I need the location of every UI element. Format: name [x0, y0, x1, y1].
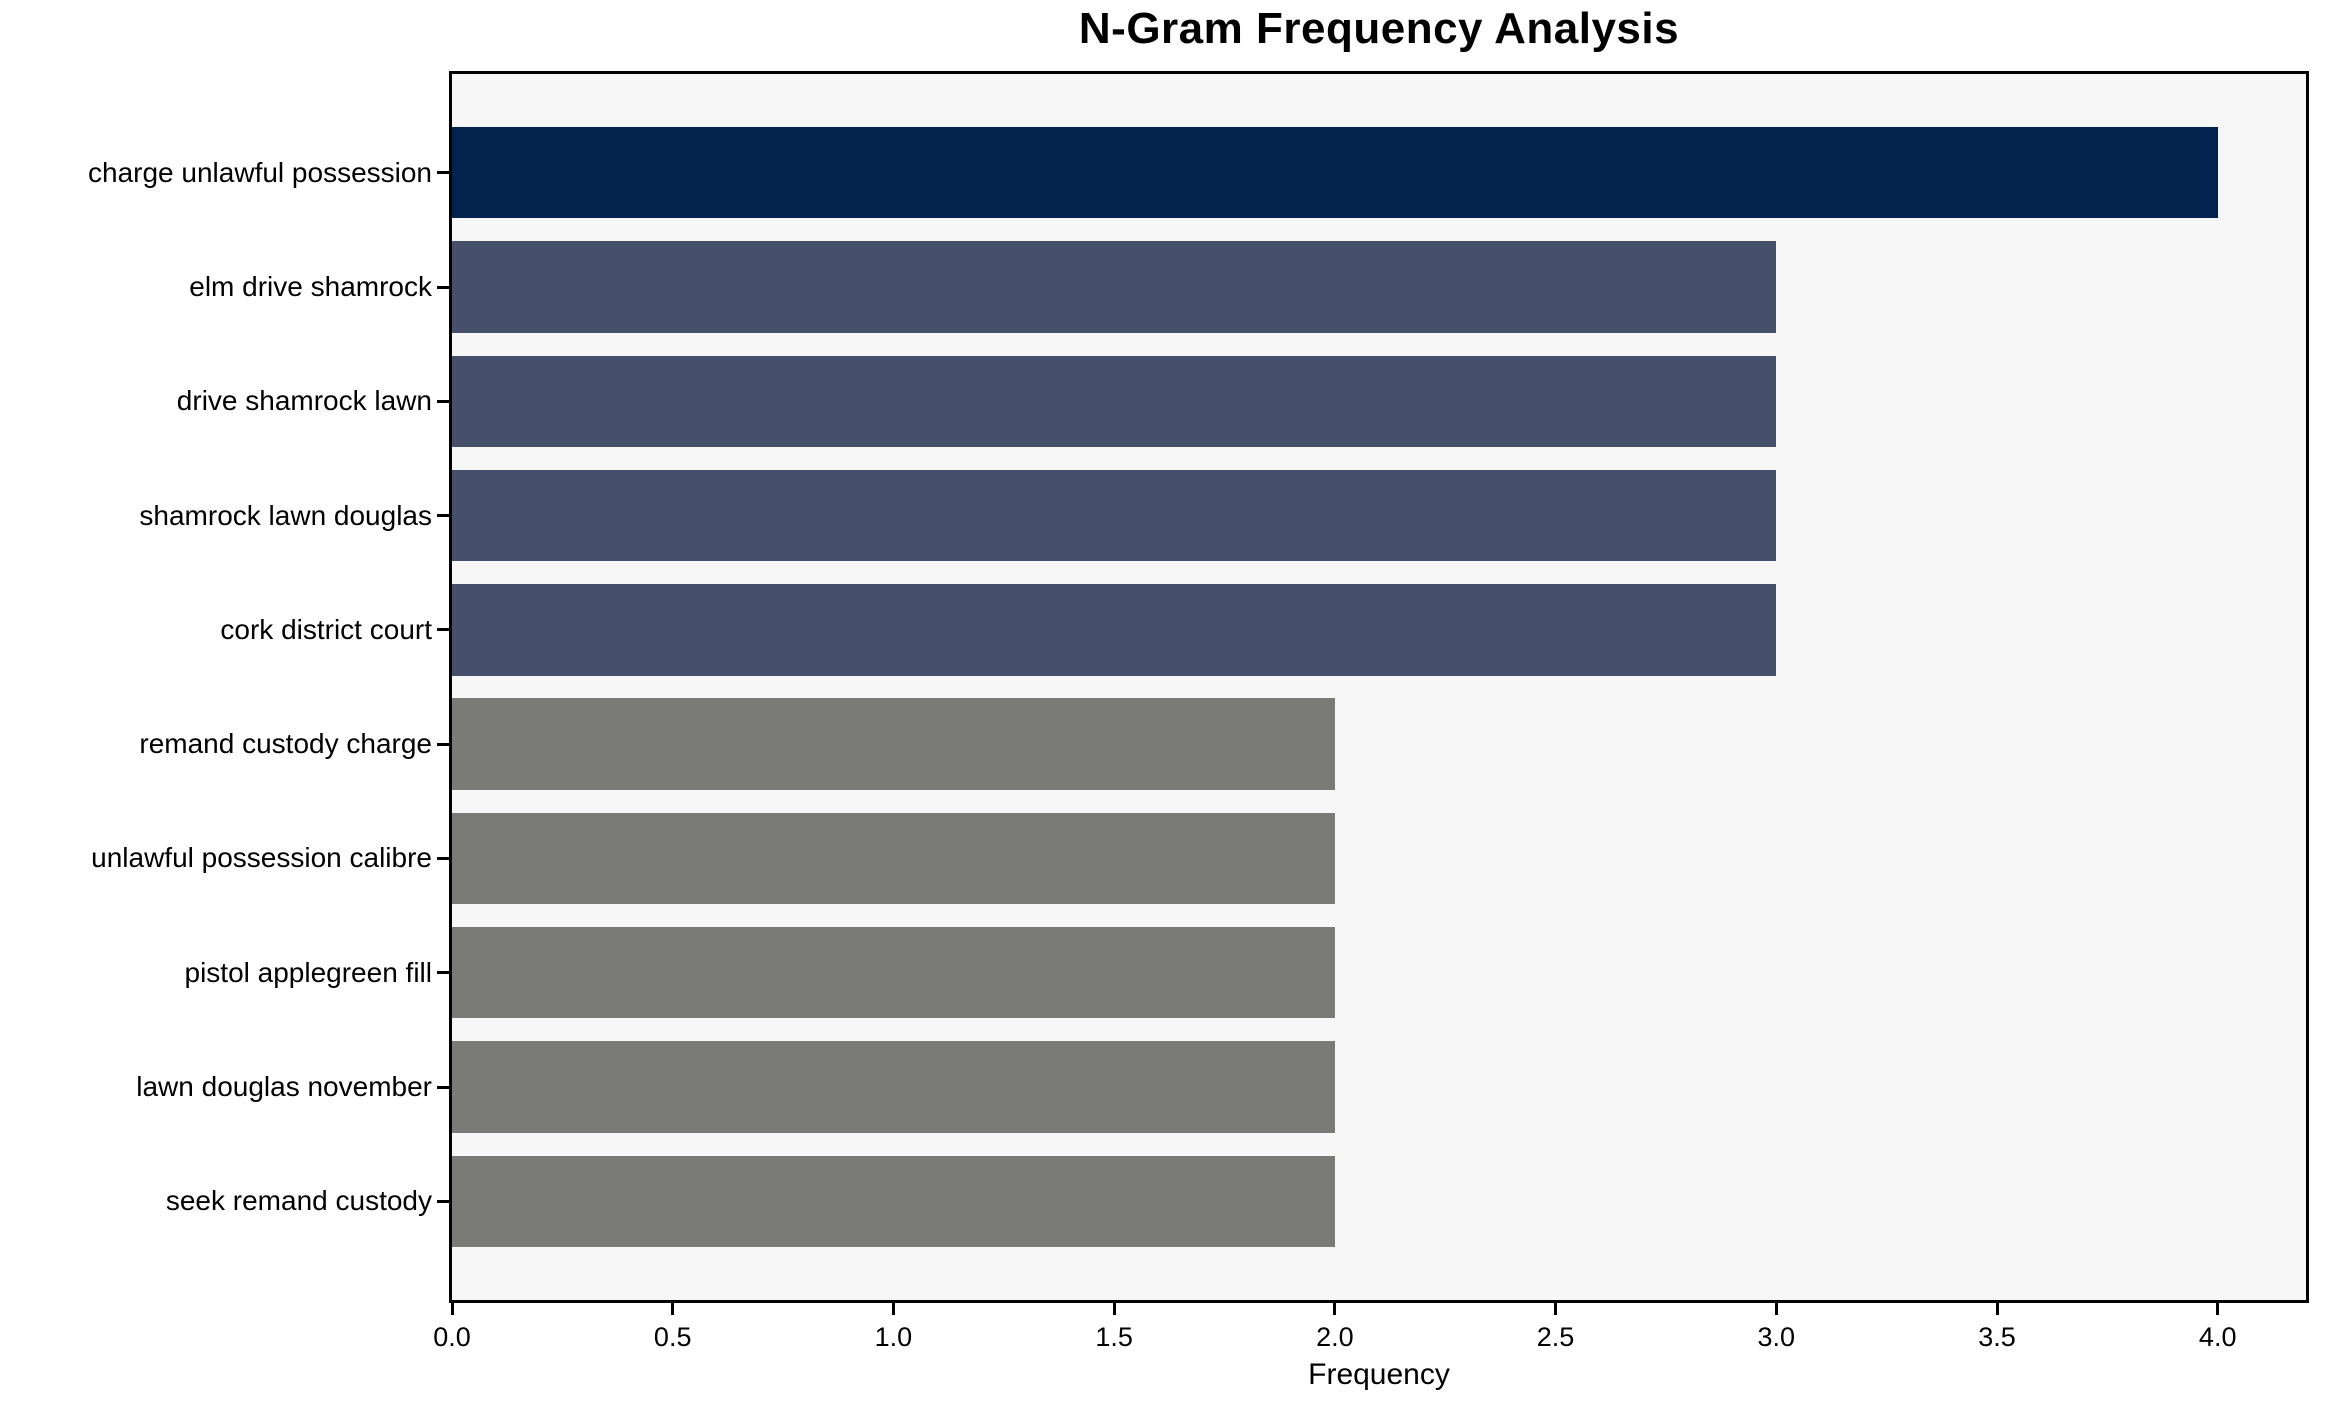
y-tick-mark — [437, 1085, 449, 1089]
x-tick-mark — [450, 1303, 454, 1315]
bar — [452, 469, 1777, 562]
y-tick-label: lawn douglas november — [136, 1071, 432, 1102]
bars-layer — [452, 74, 2306, 1300]
bar — [452, 584, 1777, 676]
bar — [452, 698, 1335, 790]
y-tick-label: elm drive shamrock — [189, 271, 432, 302]
x-tick-mark — [1112, 1303, 1116, 1315]
x-tick-mark — [1774, 1303, 1778, 1315]
x-tick-mark — [1333, 1303, 1337, 1315]
y-tick-label: unlawful possession calibre — [91, 842, 432, 874]
y-tick-mark — [437, 285, 449, 289]
bar — [452, 355, 1777, 447]
y-tick-mark — [437, 742, 449, 746]
y-tick-mark — [437, 514, 449, 518]
y-tick-mark — [437, 971, 449, 975]
y-tick-mark — [437, 399, 449, 403]
bar — [452, 127, 2218, 219]
x-tick-mark — [2216, 1303, 2220, 1315]
y-tick-mark — [437, 628, 449, 632]
x-tick-mark — [671, 1303, 675, 1315]
x-tick-label: 3.0 — [1757, 1322, 1796, 1352]
y-tick-label: remand custody charge — [139, 728, 432, 760]
y-tick-label: pistol applegreen fill — [184, 956, 433, 988]
x-tick-label: 1.5 — [1095, 1322, 1133, 1352]
x-tick-label: 4.0 — [2198, 1322, 2237, 1352]
x-tick-label: 2.5 — [1536, 1322, 1575, 1352]
bar — [452, 927, 1335, 1019]
y-tick-mark — [437, 856, 449, 860]
bar — [452, 241, 1777, 333]
x-tick-label: 0.0 — [433, 1322, 471, 1352]
bar — [452, 1155, 1335, 1247]
x-tick-label: 2.0 — [1316, 1322, 1354, 1352]
y-tick-label: charge unlawful possession — [88, 156, 432, 188]
x-tick-mark — [891, 1303, 895, 1315]
x-tick-label: 0.5 — [653, 1322, 692, 1352]
plot-area — [449, 71, 2309, 1303]
x-axis-label: Frequency — [1308, 1358, 1450, 1391]
chart-title: N-Gram Frequency Analysis — [1078, 4, 1680, 53]
x-tick-label: 3.5 — [1978, 1322, 2016, 1352]
bar — [452, 1041, 1335, 1133]
y-tick-mark — [437, 171, 449, 175]
x-tick-mark — [1554, 1303, 1558, 1315]
x-tick-mark — [1995, 1303, 1999, 1315]
y-tick-label: drive shamrock lawn — [176, 385, 432, 417]
y-tick-label: shamrock lawn douglas — [139, 499, 432, 531]
y-tick-mark — [437, 1199, 449, 1203]
x-tick-label: 1.0 — [874, 1322, 913, 1352]
y-tick-label: seek remand custody — [165, 1185, 432, 1217]
bar — [452, 812, 1335, 905]
y-tick-label: cork district court — [220, 613, 432, 645]
